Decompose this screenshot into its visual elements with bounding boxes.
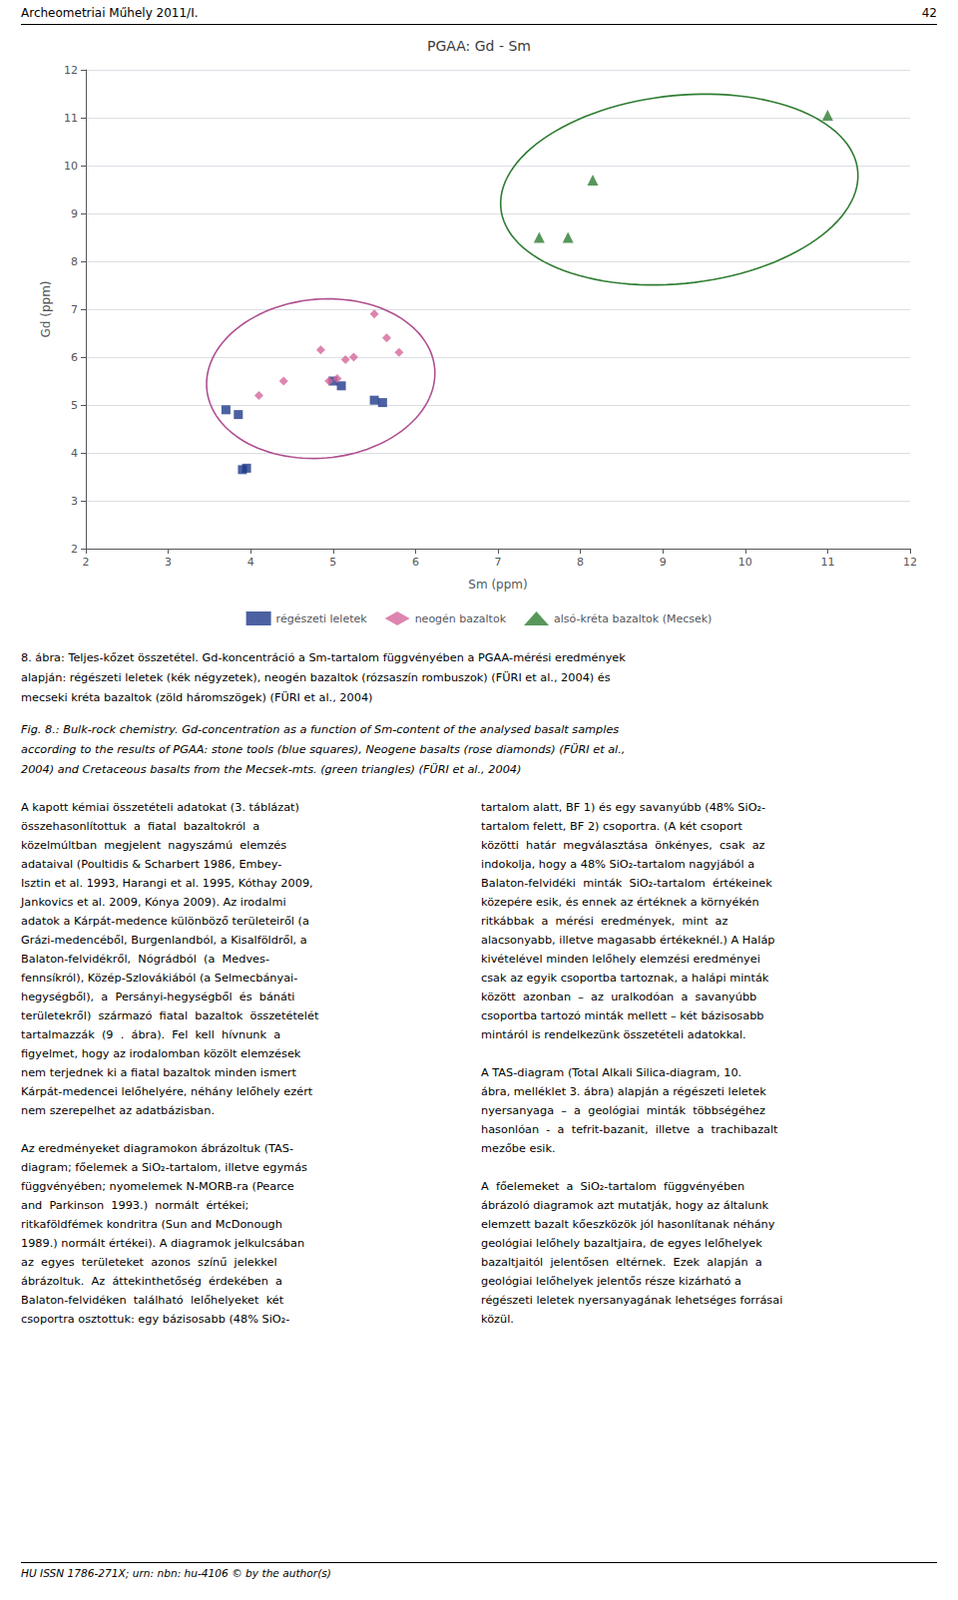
html-text:42: 42 [921,5,938,20]
html-text:elemzett bazalt kőeszközök jól: elemzett bazalt kőeszközök jól hasonlíta… [480,1218,775,1232]
html-text:között azonban – az uralkodóan: között azonban – az uralkodóan a savanyú… [480,990,757,1004]
html-text:nyersanyaga – a geológiai mint: nyersanyaga – a geológiai minták többség… [480,1104,766,1118]
html-text:indokolja, hogy a 48% SiO₂-tar: indokolja, hogy a 48% SiO₂-tartalom nagy… [480,858,755,872]
html-text:az egyes területeket azonos sz: az egyes területeket azonos színű jelekk… [20,1256,277,1270]
html-text:tartalmazzák (9 . ábra). Fel k: tartalmazzák (9 . ábra). Fel kell hívnun… [20,1028,281,1042]
html-text:hegységből), a Persányi-hegysé: hegységből), a Persányi-hegységből és bá… [20,990,295,1004]
html-text:Fig. 8.: Bulk-rock chemistry.: Fig. 8.: Bulk-rock chemistry. Gd-concent… [20,723,620,737]
svg-text:11: 11 [820,555,835,569]
html-text:Isztin et al. 1993, Harangi et: Isztin et al. 1993, Harangi et al. 1995,… [20,877,314,891]
svg-text:neogén bazaltok: neogén bazaltok [415,612,507,626]
html-text:csoportba tartozó minták melle: csoportba tartozó minták mellett – két b… [480,1009,764,1023]
html-text:Az eredményeket diagramokon áb: Az eredményeket diagramokon ábrázoltuk (… [20,1142,294,1156]
html-text:hasonlóan - a tefrit-bazanit,: hasonlóan - a tefrit-bazanit, illetve a … [480,1123,778,1137]
html-text:and Parkinson 1993.) normált é: and Parkinson 1993.) normált értékei; [20,1199,249,1213]
html-text:Kárpát-medencei lelőhelyére, n: Kárpát-medencei lelőhelyére, néhány lelő… [20,1085,313,1099]
svg-text:2: 2 [70,542,78,556]
html-text:diagram; főelemek a SiO₂-tarta: diagram; főelemek a SiO₂-tartalom, illet… [20,1161,308,1175]
svg-text:PGAA: Gd - Sm: PGAA: Gd - Sm [427,37,531,54]
svg-text:7: 7 [494,555,502,569]
html-text:bazaltjaitól jelentősen eltérn: bazaltjaitól jelentősen eltérnek. Ezek a… [480,1256,763,1270]
svg-text:9: 9 [659,555,667,569]
html-text:Jankovics et al. 2009, Kónya 2: Jankovics et al. 2009, Kónya 2009). Az i… [20,896,287,910]
html-text:A kapott kémiai összetételi ad: A kapott kémiai összetételi adatokat (3.… [20,801,300,815]
svg-text:3: 3 [164,555,172,569]
html-text:tartalom felett, BF 2) csoport: tartalom felett, BF 2) csoportra. (A két… [480,820,743,834]
html-text:alacsonyabb, illetve magasabb: alacsonyabb, illetve magasabb értékeknél… [480,934,775,948]
html-text:A főelemeket a SiO₂-tartalom f: A főelemeket a SiO₂-tartalom függvényébe… [480,1180,745,1194]
svg-text:alsó-kréta bazaltok (Mecsek): alsó-kréta bazaltok (Mecsek) [553,612,712,626]
html-text:területekről) származó fiatal: területekről) származó fiatal bazaltok ö… [20,1009,319,1023]
html-text:ritkábbak a mérési eredmények,: ritkábbak a mérési eredmények, mint az [480,915,728,929]
svg-text:12: 12 [903,555,918,569]
svg-text:Gd (ppm): Gd (ppm) [38,280,53,338]
html-text:8. ábra: Teljes-kőzet összetét: 8. ábra: Teljes-kőzet összetétel. Gd-kon… [20,651,626,665]
svg-text:8: 8 [70,255,78,269]
svg-text:5: 5 [70,399,78,413]
html-text:kivételével minden lelőhely el: kivételével minden lelőhely elemzési ere… [480,953,761,966]
html-text:ábrázoló diagramok azt mutatjá: ábrázoló diagramok azt mutatják, hogy az… [480,1199,769,1213]
html-text:tartalom alatt, BF 1) és egy s: tartalom alatt, BF 1) és egy savanyúbb (… [480,801,766,815]
html-text:geológiai lelőhelyek jelentős: geológiai lelőhelyek jelentős része kizá… [480,1275,742,1289]
html-text:csoportra osztottuk: egy bázis: csoportra osztottuk: egy bázisosabb (48%… [20,1313,290,1327]
html-text:csak az egyik csoportba tartoz: csak az egyik csoportba tartoznak, a hal… [480,971,769,985]
html-text:A TAS-diagram (Total Alkali Si: A TAS-diagram (Total Alkali Silica-diagr… [480,1066,742,1080]
html-text:according to the results of PG: according to the results of PGAA: stone … [20,743,626,757]
svg-text:10: 10 [63,159,78,173]
svg-text:10: 10 [738,555,753,569]
svg-text:2: 2 [82,555,90,569]
svg-text:9: 9 [70,207,78,221]
html-text:mecseki kréta bazaltok (zöld h: mecseki kréta bazaltok (zöld háromszögek… [20,691,373,705]
html-text:ábra, melléklet 3. ábra) alapj: ábra, melléklet 3. ábra) alapján a régés… [480,1085,767,1099]
html-text:mezőbe esik.: mezőbe esik. [480,1142,556,1156]
svg-text:7: 7 [70,303,78,317]
svg-text:6: 6 [70,351,78,365]
svg-text:11: 11 [63,111,78,125]
svg-text:4: 4 [247,555,255,569]
svg-text:Sm (ppm): Sm (ppm) [468,577,527,592]
html-text:Grázi-medencéből, Burgenlandbó: Grázi-medencéből, Burgenlandból, a Kisal… [20,934,308,948]
html-text:nem terjednek ki a fiatal baza: nem terjednek ki a fiatal bazaltok minde… [20,1066,297,1080]
html-text:közötti határ megválasztása ön: közötti határ megválasztása önkényes, cs… [480,839,765,853]
html-text:mintáról is rendelkezünk össze: mintáról is rendelkezünk összetételi ada… [480,1028,747,1042]
svg-text:12: 12 [63,63,78,77]
html-text:adatok a Kárpát-medence különb: adatok a Kárpát-medence különböző terüle… [20,915,310,929]
html-text:függvényében; nyomelemek N-MOR: függvényében; nyomelemek N-MORB-ra (Pear… [20,1180,295,1194]
html-text:közepére esik, és ennek az ért: közepére esik, és ennek az értéknek a kö… [480,896,760,910]
html-text:nem szerepelhet az adatbázisba: nem szerepelhet az adatbázisban. [20,1104,215,1118]
html-text:Archeometriai Műhely 2011/I.: Archeometriai Műhely 2011/I. [20,5,199,20]
html-text:HU ISSN 1786-271X; urn: nbn: h: HU ISSN 1786-271X; urn: nbn: hu-4106 © b… [20,1567,332,1580]
html-text:közül.: közül. [480,1313,514,1327]
svg-text:6: 6 [412,555,420,569]
html-text:geológiai lelőhely bazaltjaira: geológiai lelőhely bazaltjaira, de egyes… [480,1237,763,1251]
svg-text:8: 8 [576,555,584,569]
html-text:Balaton-felvidéken található l: Balaton-felvidéken található lelőhelyeke… [20,1294,284,1308]
html-text:közelmúltban megjelent nagyszá: közelmúltban megjelent nagyszámú elemzés [20,839,287,853]
html-text:2004) and Cretaceous basalts f: 2004) and Cretaceous basalts from the Me… [20,763,522,777]
html-text:1989.) normált értékei). A dia: 1989.) normált értékei). A diagramok jel… [20,1237,305,1251]
html-text:Balaton-felvidéki minták SiO₂-: Balaton-felvidéki minták SiO₂-tartalom é… [480,877,773,891]
html-text:ábrázoltuk. Az áttekinthetőség: ábrázoltuk. Az áttekinthetőség érdekében… [20,1275,283,1289]
html-text:Balaton-felvidékről, Nógrádból: Balaton-felvidékről, Nógrádból (a Medves… [20,953,270,966]
html-text:összehasonlítottuk a fiatal ba: összehasonlítottuk a fiatal bazaltokról … [20,820,260,834]
html-text:ritkaföldfémek kondritra (Sun: ritkaföldfémek kondritra (Sun and McDono… [20,1218,283,1232]
svg-text:4: 4 [70,447,78,461]
html-text:figyelmet, hogy az irodalomban: figyelmet, hogy az irodalomban közölt el… [20,1047,301,1061]
svg-text:régészeti leletek: régészeti leletek [276,612,369,626]
svg-text:3: 3 [70,494,78,508]
html-text:fennsíkról), Közép-Szlovákiábó: fennsíkról), Közép-Szlovákiából (a Selme… [20,971,298,985]
svg-text:5: 5 [329,555,337,569]
html-text:régészeti leletek nyersanyagán: régészeti leletek nyersanyagának lehetsé… [480,1294,783,1308]
html-text:alapján: régészeti leletek (ké: alapján: régészeti leletek (kék négyzete… [20,671,611,685]
html-text:adataival (Poultidis & Scharbe: adataival (Poultidis & Scharbert 1986, E… [20,858,282,872]
